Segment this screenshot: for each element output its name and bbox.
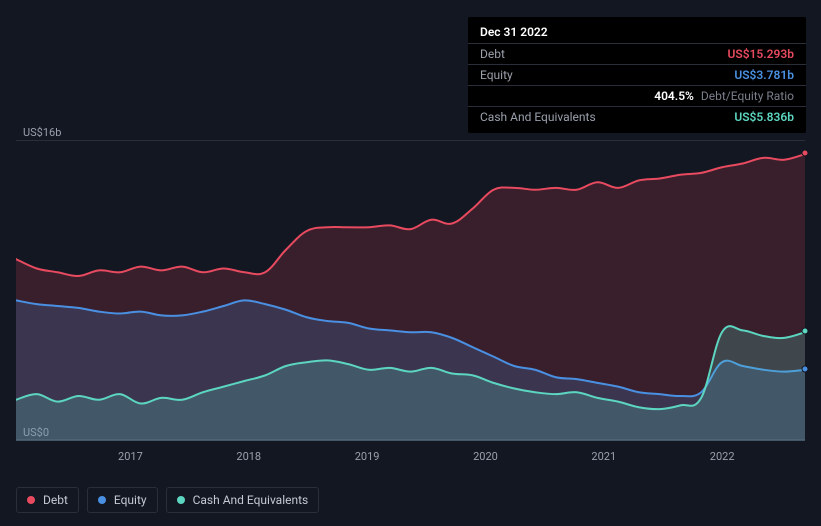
tooltip-row-value: 404.5% Debt/Equity Ratio <box>654 89 794 103</box>
tooltip-row: Debt US$15.293b <box>468 43 806 64</box>
legend-label: Debt <box>43 493 68 507</box>
legend-item-cash-and-equivalents[interactable]: Cash And Equivalents <box>166 487 320 513</box>
legend-label: Equity <box>114 493 147 507</box>
x-axis-label: 2021 <box>591 450 616 463</box>
x-axis-label: 2020 <box>473 450 498 463</box>
y-axis-top-label: US$16b <box>23 126 61 139</box>
chart-legend: Debt Equity Cash And Equivalents <box>16 487 319 513</box>
legend-label: Cash And Equivalents <box>193 493 309 507</box>
end-marker-equity <box>802 365 809 372</box>
tooltip-row-label: Cash And Equivalents <box>480 110 596 124</box>
tooltip-row: Cash And Equivalents US$5.836b <box>468 106 806 127</box>
tooltip-row: 404.5% Debt/Equity Ratio <box>468 85 806 106</box>
tooltip-row-label: Equity <box>480 68 513 82</box>
legend-item-debt[interactable]: Debt <box>16 487 79 513</box>
legend-dot-icon <box>98 496 106 504</box>
x-axis-label: 2017 <box>118 450 143 463</box>
tooltip-row-value: US$3.781b <box>734 68 794 82</box>
legend-dot-icon <box>177 496 185 504</box>
end-marker-cash-and-equivalents <box>802 328 809 335</box>
end-marker-debt <box>802 150 809 157</box>
tooltip-row-value: US$5.836b <box>734 110 794 124</box>
chart-tooltip: Dec 31 2022 Debt US$15.293b Equity US$3.781… <box>468 17 806 133</box>
x-axis-label: 2019 <box>355 450 380 463</box>
tooltip-row-value: US$15.293b <box>728 47 795 61</box>
legend-dot-icon <box>27 496 35 504</box>
x-axis-label: 2018 <box>236 450 261 463</box>
x-axis-label: 2022 <box>710 450 735 463</box>
tooltip-date: Dec 31 2022 <box>468 23 806 43</box>
legend-item-equity[interactable]: Equity <box>87 487 158 513</box>
tooltip-row: Equity US$3.781b <box>468 64 806 85</box>
tooltip-row-label: Debt <box>480 47 505 61</box>
chart-area <box>16 140 805 440</box>
